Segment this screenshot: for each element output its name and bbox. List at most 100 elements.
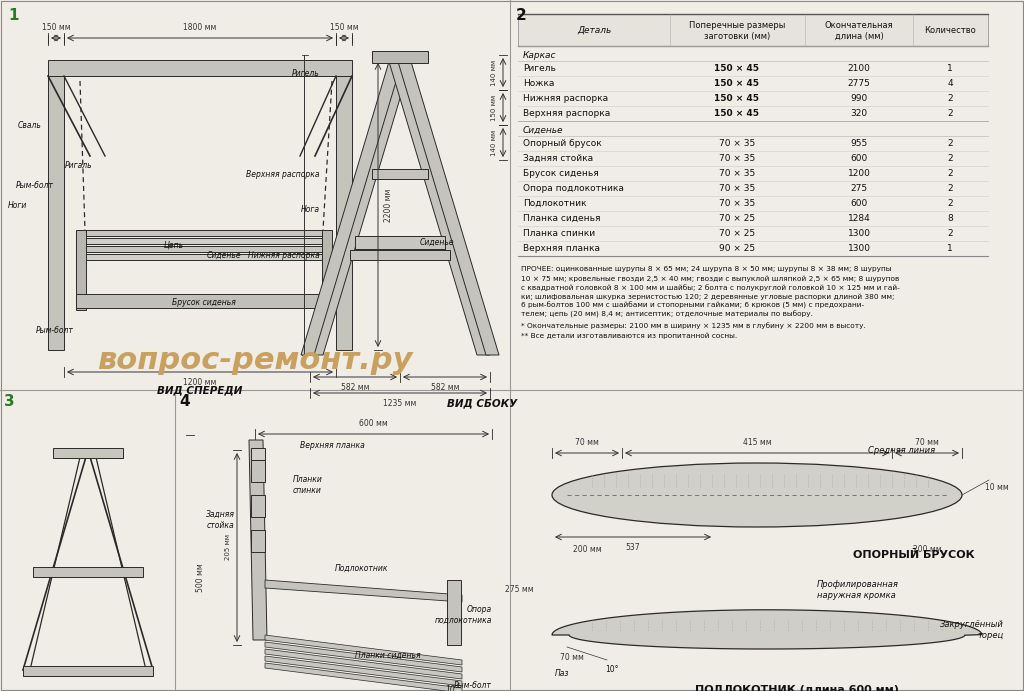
Text: 600: 600 [850, 153, 867, 162]
Text: 10°: 10° [605, 665, 618, 674]
Text: 600 мм: 600 мм [359, 419, 388, 428]
Text: 275: 275 [851, 184, 867, 193]
Text: Нижняя распорка: Нижняя распорка [248, 251, 319, 260]
Text: 70 мм: 70 мм [560, 652, 584, 661]
Text: 2: 2 [947, 93, 952, 102]
Text: ОПОРНЫЙ БРУСОК: ОПОРНЫЙ БРУСОК [853, 550, 975, 560]
Bar [80, 230, 328, 236]
Bar [355, 236, 445, 249]
Text: 1300: 1300 [848, 243, 870, 252]
Text: 150 мм: 150 мм [42, 23, 71, 32]
Text: 70 мм: 70 мм [575, 438, 599, 447]
Text: 70 × 35: 70 × 35 [719, 198, 755, 207]
Text: 2: 2 [516, 8, 526, 23]
Text: 90 × 25: 90 × 25 [719, 243, 755, 252]
Text: 4: 4 [179, 394, 189, 409]
Text: Паз: Паз [555, 668, 569, 677]
Text: Верхняя распорка: Верхняя распорка [523, 108, 610, 117]
Text: Планки
спинки: Планки спинки [293, 475, 323, 495]
Text: Планки сиденья: Планки сиденья [355, 650, 421, 659]
Text: Брусок сиденья: Брусок сиденья [172, 298, 236, 307]
Text: 1: 1 [947, 243, 953, 252]
Text: 2775: 2775 [848, 79, 870, 88]
Text: 1300: 1300 [848, 229, 870, 238]
Text: Планка спинки: Планка спинки [523, 229, 595, 238]
Bar [48, 76, 63, 350]
Text: 150 × 45: 150 × 45 [715, 93, 760, 102]
Text: Деталь: Деталь [577, 26, 611, 35]
Text: Верхняя планка: Верхняя планка [523, 243, 600, 252]
Text: 537: 537 [626, 543, 640, 552]
Text: ПРОЧЕЕ: оцинкованные шурупы 8 × 65 мм; 24 шурупа 8 × 50 мм; шурупы 8 × 38 мм; 8 : ПРОЧЕЕ: оцинкованные шурупы 8 × 65 мм; 2… [521, 266, 892, 272]
Text: 10 мм: 10 мм [985, 482, 1009, 491]
Text: 1200: 1200 [848, 169, 870, 178]
Polygon shape [265, 635, 462, 665]
Text: Задняя стойка: Задняя стойка [523, 153, 593, 162]
Text: 990: 990 [850, 93, 867, 102]
Text: 150 × 45: 150 × 45 [715, 108, 760, 117]
Text: Брусок сиденья: Брусок сиденья [523, 169, 599, 178]
Bar [518, 14, 988, 46]
Polygon shape [265, 580, 462, 602]
Text: заготовки (мм): заготовки (мм) [703, 32, 770, 41]
Bar [350, 250, 450, 260]
Bar [336, 76, 352, 350]
Text: * Окончательные размеры: 2100 мм в ширину × 1235 мм в глубину × 2200 мм в высоту: * Окончательные размеры: 2100 мм в ширин… [521, 322, 866, 329]
Text: Сваль: Сваль [18, 120, 42, 129]
Text: Средняя линия: Средняя линия [868, 446, 936, 455]
Text: 2: 2 [947, 108, 952, 117]
Text: длина (мм): длина (мм) [835, 32, 884, 41]
Text: Ноги: Ноги [8, 200, 28, 209]
Text: Сиденье: Сиденье [420, 238, 455, 247]
Text: ВИД СПЕРЕДИ: ВИД СПЕРЕДИ [158, 385, 243, 395]
Text: 70 × 35: 70 × 35 [719, 184, 755, 193]
Polygon shape [265, 663, 462, 691]
Text: Опора
подлокотника: Опора подлокотника [434, 605, 492, 625]
Text: Планка сиденья: Планка сиденья [523, 214, 600, 223]
Text: 415 мм: 415 мм [742, 438, 771, 447]
Text: ки; шлифовальная шкурка зернистостью 120; 2 деревянные угловые распорки длиной 3: ки; шлифовальная шкурка зернистостью 120… [521, 293, 894, 299]
Text: 10°: 10° [445, 685, 459, 691]
Bar [23, 666, 153, 676]
Text: Верхняя распорка: Верхняя распорка [247, 169, 319, 178]
Polygon shape [301, 55, 404, 355]
Text: 70 × 25: 70 × 25 [719, 229, 755, 238]
Text: Закруглённый
торец: Закруглённый торец [940, 621, 1004, 640]
Polygon shape [265, 642, 462, 672]
Text: 70 × 35: 70 × 35 [719, 138, 755, 147]
Text: 150 мм: 150 мм [330, 23, 358, 32]
Bar [48, 60, 352, 76]
Text: 2: 2 [947, 153, 952, 162]
Text: Ригель: Ригель [523, 64, 556, 73]
Text: 150 × 45: 150 × 45 [715, 64, 760, 73]
Text: 8: 8 [947, 214, 953, 223]
Bar [33, 567, 143, 577]
Text: 500 мм: 500 мм [196, 563, 205, 592]
Bar [251, 460, 265, 482]
Text: вопрос-ремонт.ру: вопрос-ремонт.ру [97, 346, 413, 375]
Text: 70 × 25: 70 × 25 [719, 214, 755, 223]
Text: 70 × 35: 70 × 35 [719, 169, 755, 178]
Text: Окончательная: Окончательная [824, 21, 893, 30]
Bar [251, 495, 265, 517]
Text: 150 × 45: 150 × 45 [715, 79, 760, 88]
Text: ВИД СБОКУ: ВИД СБОКУ [446, 398, 517, 408]
Text: Подлокотник: Подлокотник [523, 198, 587, 207]
Text: 6 рым-болтов 100 мм с шайбами и стопорными гайками; 6 крюков (5 мм) с предохрани: 6 рым-болтов 100 мм с шайбами и стопорны… [521, 302, 864, 310]
Text: Ригаль: Ригаль [65, 160, 92, 169]
Text: 2200 мм: 2200 мм [384, 189, 393, 222]
Polygon shape [387, 55, 490, 355]
Bar [80, 246, 328, 252]
Text: 1200 мм: 1200 мм [183, 378, 217, 387]
Polygon shape [552, 609, 982, 649]
Bar [76, 230, 86, 310]
Text: Каркас: Каркас [523, 50, 556, 59]
Text: телем; цепь (20 мм) 8,4 м; антисептик; отделочные материалы по выбору.: телем; цепь (20 мм) 8,4 м; антисептик; о… [521, 311, 813, 319]
Text: Сиденье: Сиденье [207, 251, 242, 260]
Polygon shape [249, 440, 267, 640]
Text: Ригель: Ригель [292, 68, 319, 77]
Text: Нижняя распорка: Нижняя распорка [523, 93, 608, 102]
Text: Ножка: Ножка [523, 79, 554, 88]
Text: 70 мм: 70 мм [915, 438, 939, 447]
Text: с квадратной головкой 8 × 100 мм и шайбы; 2 болта с полукруглой головкой 10 × 12: с квадратной головкой 8 × 100 мм и шайбы… [521, 284, 900, 291]
